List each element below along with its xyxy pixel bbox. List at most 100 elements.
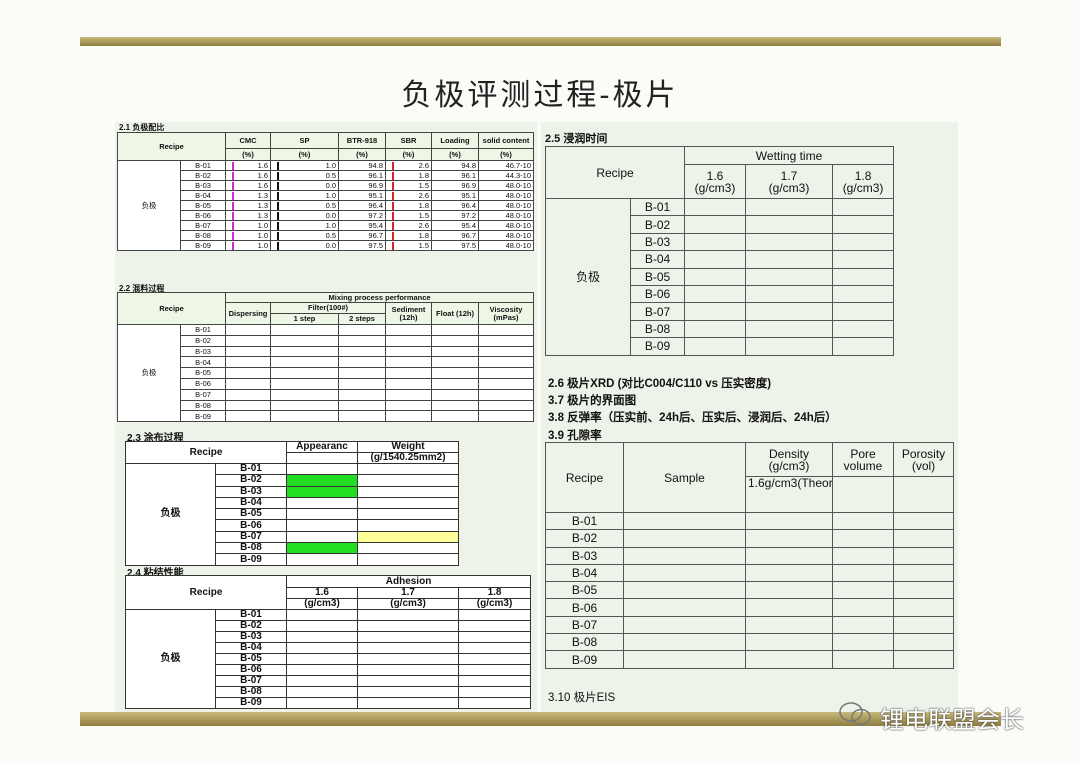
recipe-cell: B-02 [214, 620, 288, 632]
value: 94.8 [461, 160, 477, 170]
value-cell: 2.6 [385, 220, 433, 231]
section-heading: 2.5 浸润时间 [545, 133, 608, 145]
recipe-cell: B-02 [179, 334, 227, 347]
empty-cell [458, 664, 532, 676]
table-row: 负极 B-01 [125, 609, 532, 709]
recipe-cell: B-05 [545, 581, 624, 600]
empty-cell [225, 399, 272, 412]
note: 3.7 极片的界面图 [548, 395, 637, 407]
value-cell: 1.3 [225, 200, 272, 211]
header-cell: SBR [385, 132, 433, 149]
empty-cell [458, 653, 532, 665]
value: 96.4 [368, 200, 384, 210]
value: 97.2 [461, 210, 477, 220]
recipe-cell: B-02 [545, 529, 624, 548]
recipe-cell: B-04 [179, 356, 227, 369]
empty-cell [458, 675, 532, 687]
table-row: B-07 [545, 615, 954, 635]
value: 48.0-10 [505, 230, 532, 240]
empty-cell [684, 267, 747, 286]
header-cell [893, 476, 954, 513]
value-cell: 1.5 [385, 180, 433, 191]
empty-cell [286, 474, 359, 487]
header-cell: Float (12h) [431, 302, 480, 325]
empty-cell [431, 324, 480, 336]
header-cell: 1.6 (g/cm3) [684, 164, 747, 199]
note: 3.9 孔隙率 [548, 430, 602, 442]
recipe-cell: B-04 [179, 190, 227, 201]
empty-cell [832, 633, 894, 652]
empty-cell [357, 485, 460, 498]
top-bar [80, 37, 1001, 46]
empty-cell [832, 563, 894, 583]
table-row: B-03 [546, 232, 895, 252]
value: 96.1 [461, 170, 477, 180]
value-cell: 1.0 [225, 220, 272, 231]
empty-cell [385, 399, 433, 412]
table-row: B-04 [546, 250, 895, 269]
table-row: B-02 1.6 0.5 96.1 1.8 96.1 44.3-10 [118, 170, 535, 181]
empty-cell [225, 345, 272, 358]
value: 1.6 [257, 160, 269, 170]
table-row: B-05 1.3 0.5 96.4 1.8 96.4 48.0-10 [118, 200, 535, 211]
header-cell: (g/cm3) [458, 598, 532, 610]
value-cell: 96.1 [431, 170, 480, 181]
unit: (g/cm3) [694, 180, 736, 195]
group-cell: 负极 [545, 198, 631, 356]
value-cell: 2.6 [385, 160, 433, 171]
empty-cell [623, 650, 746, 669]
empty-cell [893, 529, 954, 548]
recipe-cell: B-05 [629, 267, 686, 286]
empty-cell [623, 511, 746, 531]
header-cell: Recipe [544, 146, 686, 199]
table-row: B-05 [546, 267, 895, 286]
empty-cell [478, 356, 535, 369]
table-row: B-08 [126, 686, 532, 698]
watermark: 锂电联盟会长 [880, 707, 1024, 734]
header-cell: 1 step [270, 313, 340, 325]
empty-cell [385, 345, 433, 358]
empty-cell [431, 356, 480, 369]
header-cell: 1.7 (g/cm3) [745, 164, 834, 199]
value: 1.3 [257, 190, 269, 200]
trend-arrow [392, 222, 395, 230]
value-cell: 1.3 [225, 190, 272, 201]
empty-cell [623, 563, 746, 583]
empty-cell [832, 215, 895, 234]
empty-cell [357, 519, 460, 532]
recipe-cell: B-07 [629, 302, 686, 321]
empty-cell [286, 675, 359, 687]
header-cell: CMC [225, 132, 272, 149]
empty-cell [270, 377, 340, 390]
empty-cell [338, 399, 387, 412]
wetting-table: Recipe Wetting time 1.6 (g/cm3) 1.7 (g/cm3) 1… [544, 146, 895, 356]
empty-cell [286, 530, 359, 544]
empty-cell [893, 563, 954, 583]
value-cell: 48.0-10 [478, 220, 535, 231]
empty-cell [385, 334, 433, 347]
empty-cell [270, 334, 340, 347]
recipe-cell: B-05 [179, 367, 227, 379]
empty-cell [458, 642, 532, 654]
value-cell: 96.7 [431, 230, 480, 241]
value: 48.0-10 [505, 220, 532, 230]
empty-cell [458, 609, 532, 621]
header-cell: (g/cm3) [357, 598, 460, 610]
unit: (g/cm3) [842, 180, 884, 195]
trend-arrow [277, 172, 280, 180]
header-cell [286, 452, 359, 464]
recipe-cell: B-01 [629, 197, 686, 217]
empty-cell [478, 345, 535, 358]
header-cell: 1.8 [458, 587, 532, 599]
value: 97.5 [461, 240, 477, 250]
header-cell: Adhesion [286, 575, 532, 588]
table-row: B-03 [126, 631, 532, 643]
trend-arrow [277, 212, 280, 220]
trend-arrow [232, 222, 235, 230]
recipe-cell: B-07 [179, 220, 227, 231]
empty-cell [684, 215, 747, 234]
unit-cell: (%) [385, 148, 433, 161]
empty-cell [893, 581, 954, 600]
value-cell: 1.3 [225, 210, 272, 221]
recipe-cell: B-01 [179, 160, 227, 171]
